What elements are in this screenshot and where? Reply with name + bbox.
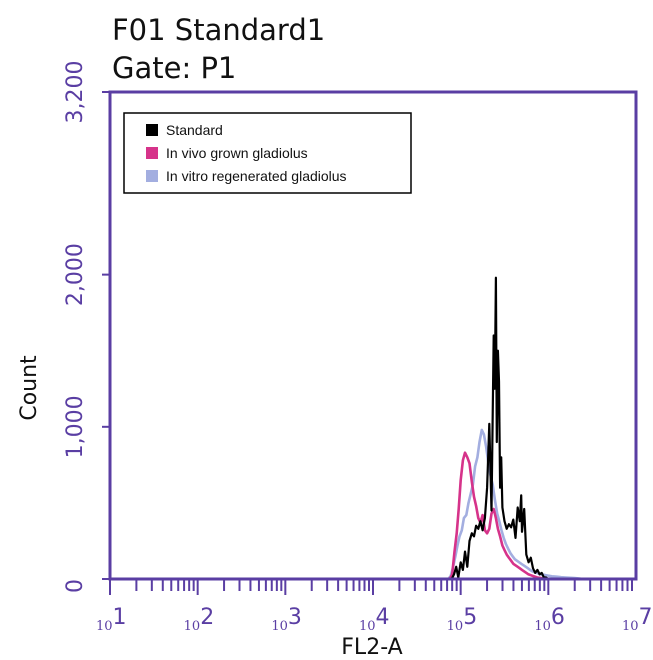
y-tick-label: 1,000 (63, 395, 88, 458)
legend-label-in-vivo: In vivo grown gladiolus (166, 145, 308, 161)
series-in-vivo (448, 451, 549, 581)
x-tick-label: 106 (534, 605, 565, 634)
x-tick-label: 104 (359, 605, 390, 634)
legend-swatch-standard (146, 124, 158, 136)
y-axis-label: Count (17, 355, 42, 421)
gate-label: Gate: P1 (112, 51, 236, 85)
plot-frame (108, 90, 638, 581)
x-tick-marks (109, 579, 633, 595)
legend: Standard In vivo grown gladiolus In vitr… (123, 112, 412, 194)
legend-label-in-vitro: In vitro regenerated gladiolus (166, 168, 347, 184)
x-tick-labels: 101 102 103 104 105 106 107. (96, 605, 653, 634)
y-tick-label: 0 (63, 579, 88, 593)
chart-title: F01 Standard1 (112, 13, 325, 47)
x-tick-label: 102 (184, 605, 215, 634)
y-tick-labels: 0 1,000 2,000 3,200 (63, 61, 110, 593)
series-standard (450, 276, 549, 580)
legend-label-standard: Standard (166, 122, 223, 138)
legend-box (123, 112, 412, 194)
x-axis-label: FL2-A (341, 635, 402, 660)
y-tick-label: 3,200 (63, 61, 88, 124)
x-tick-label: 103 (271, 605, 302, 634)
series-in-vitro (447, 428, 584, 581)
legend-swatch-in-vitro (146, 170, 158, 182)
legend-swatch-in-vivo (146, 147, 158, 159)
x-tick-label: 101 (96, 605, 127, 634)
x-tick-label: 107. (622, 605, 653, 634)
x-tick-label: 105 (447, 605, 478, 634)
histogram-series (447, 276, 584, 581)
y-tick-label: 2,000 (63, 243, 88, 306)
